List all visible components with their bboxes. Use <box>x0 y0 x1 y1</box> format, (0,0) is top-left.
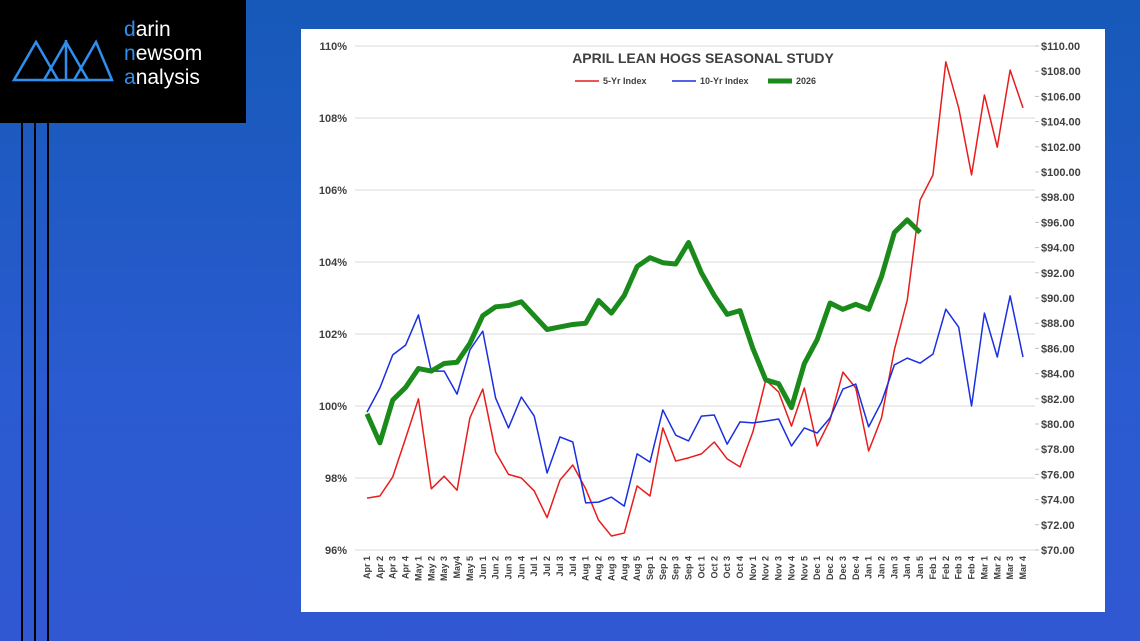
y2-tick-label: $86.00 <box>1041 343 1075 355</box>
x-tick-label: Mar 2 <box>992 556 1002 580</box>
x-tick-label: May 2 <box>426 556 436 581</box>
y2-tick-label: $82.00 <box>1041 394 1075 406</box>
logo-line: darin <box>124 18 171 41</box>
x-tick-label: Nov 3 <box>774 556 784 581</box>
legend-label: 2026 <box>796 76 816 86</box>
y2-tick-label: $110.00 <box>1041 41 1080 53</box>
x-tick-label: Aug 4 <box>619 556 629 581</box>
x-tick-label: May 3 <box>439 556 449 581</box>
y2-tick-label: $80.00 <box>1041 419 1075 431</box>
x-tick-label: Sep 2 <box>658 556 668 580</box>
x-tick-label: Sep 4 <box>684 556 694 580</box>
x-tick-label: Aug 1 <box>581 556 591 581</box>
y2-tick-label: $98.00 <box>1041 192 1075 204</box>
y2-tick-label: $108.00 <box>1041 66 1081 78</box>
x-tick-label: Jun 1 <box>478 556 488 580</box>
series-line <box>366 61 1024 537</box>
x-tick-label: Sep 3 <box>671 556 681 580</box>
x-tick-label: Aug 2 <box>594 556 604 581</box>
y-tick-label: 110% <box>319 41 347 53</box>
x-tick-label: Jul 1 <box>529 556 539 577</box>
x-tick-label: Oct 1 <box>696 556 706 579</box>
x-tick-label: Apr 4 <box>401 556 411 579</box>
logo-line: newsom <box>124 42 203 65</box>
y2-tick-label: $94.00 <box>1041 243 1075 255</box>
legend-label: 5-Yr Index <box>603 76 647 86</box>
x-tick-label: Mar 4 <box>1018 556 1028 580</box>
logo: darin newsom analysis <box>0 0 246 123</box>
x-tick-label: Dec 1 <box>812 556 822 580</box>
y2-tick-label: $72.00 <box>1041 520 1075 532</box>
x-tick-label: Apr 1 <box>362 556 372 579</box>
x-tick-label: Jan 5 <box>915 556 925 579</box>
x-tick-label: Jun 4 <box>516 556 526 580</box>
x-tick-label: Dec 3 <box>838 556 848 580</box>
y2-tick-label: $96.00 <box>1041 217 1075 229</box>
y-tick-label: 96% <box>325 545 347 557</box>
y2-tick-label: $102.00 <box>1041 142 1081 154</box>
x-tick-label: Jan 1 <box>864 556 874 579</box>
x-tick-label: Dec 2 <box>825 556 835 580</box>
x-tick-label: May4 <box>452 556 462 579</box>
x-tick-label: Feb 1 <box>928 556 938 580</box>
chart-title: APRIL LEAN HOGS SEASONAL STUDY <box>572 50 834 66</box>
y2-tick-label: $78.00 <box>1041 444 1075 456</box>
y2-tick-label: $100.00 <box>1041 167 1081 179</box>
x-tick-label: Oct 4 <box>735 556 745 579</box>
x-tick-label: Jul 2 <box>542 556 552 577</box>
y2-tick-label: $90.00 <box>1041 293 1075 305</box>
x-tick-label: Apr 2 <box>375 556 385 579</box>
y-tick-label: 108% <box>319 113 347 125</box>
series-line <box>364 217 922 446</box>
y2-tick-label: $92.00 <box>1041 268 1075 280</box>
series-line <box>366 295 1024 507</box>
y2-tick-label: $74.00 <box>1041 495 1075 507</box>
x-tick-label: Feb 2 <box>941 556 951 580</box>
x-tick-label: Jan 2 <box>877 556 887 579</box>
x-tick-label: Nov 2 <box>761 556 771 581</box>
x-tick-label: Sep 1 <box>645 556 655 580</box>
y-tick-label: 104% <box>319 257 347 269</box>
x-tick-label: Jan 4 <box>902 556 912 579</box>
y-tick-label: 98% <box>325 473 347 485</box>
x-tick-label: Jan 3 <box>889 556 899 579</box>
x-tick-label: Feb 3 <box>954 556 964 580</box>
x-tick-label: Oct 2 <box>709 556 719 579</box>
x-tick-label: Nov 1 <box>748 556 758 581</box>
x-tick-label: Jul 3 <box>555 556 565 577</box>
y2-tick-label: $88.00 <box>1041 318 1075 330</box>
x-tick-label: Mar 3 <box>1005 556 1015 580</box>
x-tick-label: Dec 4 <box>851 556 861 580</box>
chart-panel <box>301 29 1105 612</box>
x-tick-label: May 1 <box>413 556 423 581</box>
logo-line: analysis <box>124 66 200 89</box>
y2-tick-label: $70.00 <box>1041 545 1075 557</box>
x-tick-label: Nov 5 <box>799 556 809 581</box>
x-tick-label: Mar 1 <box>979 556 989 580</box>
x-tick-label: Aug 3 <box>606 556 616 581</box>
y2-tick-label: $76.00 <box>1041 469 1075 481</box>
x-tick-label: Jun 2 <box>491 556 501 580</box>
x-tick-label: Jul 4 <box>568 556 578 577</box>
y2-tick-label: $104.00 <box>1041 117 1081 129</box>
y-tick-label: 100% <box>319 401 347 413</box>
y-tick-label: 102% <box>319 329 347 341</box>
x-tick-label: Aug 5 <box>632 556 642 581</box>
legend-label: 10-Yr Index <box>700 76 749 86</box>
x-tick-label: Nov 4 <box>786 556 796 581</box>
x-tick-label: May 5 <box>465 556 475 581</box>
x-tick-label: Oct 3 <box>722 556 732 579</box>
logo-icon <box>11 39 114 82</box>
y-tick-label: 106% <box>319 185 347 197</box>
y2-tick-label: $106.00 <box>1041 91 1081 103</box>
x-tick-label: Jun 3 <box>503 556 513 580</box>
y2-tick-label: $84.00 <box>1041 369 1075 381</box>
x-tick-label: Feb 4 <box>967 556 977 580</box>
x-tick-label: Apr 3 <box>388 556 398 579</box>
